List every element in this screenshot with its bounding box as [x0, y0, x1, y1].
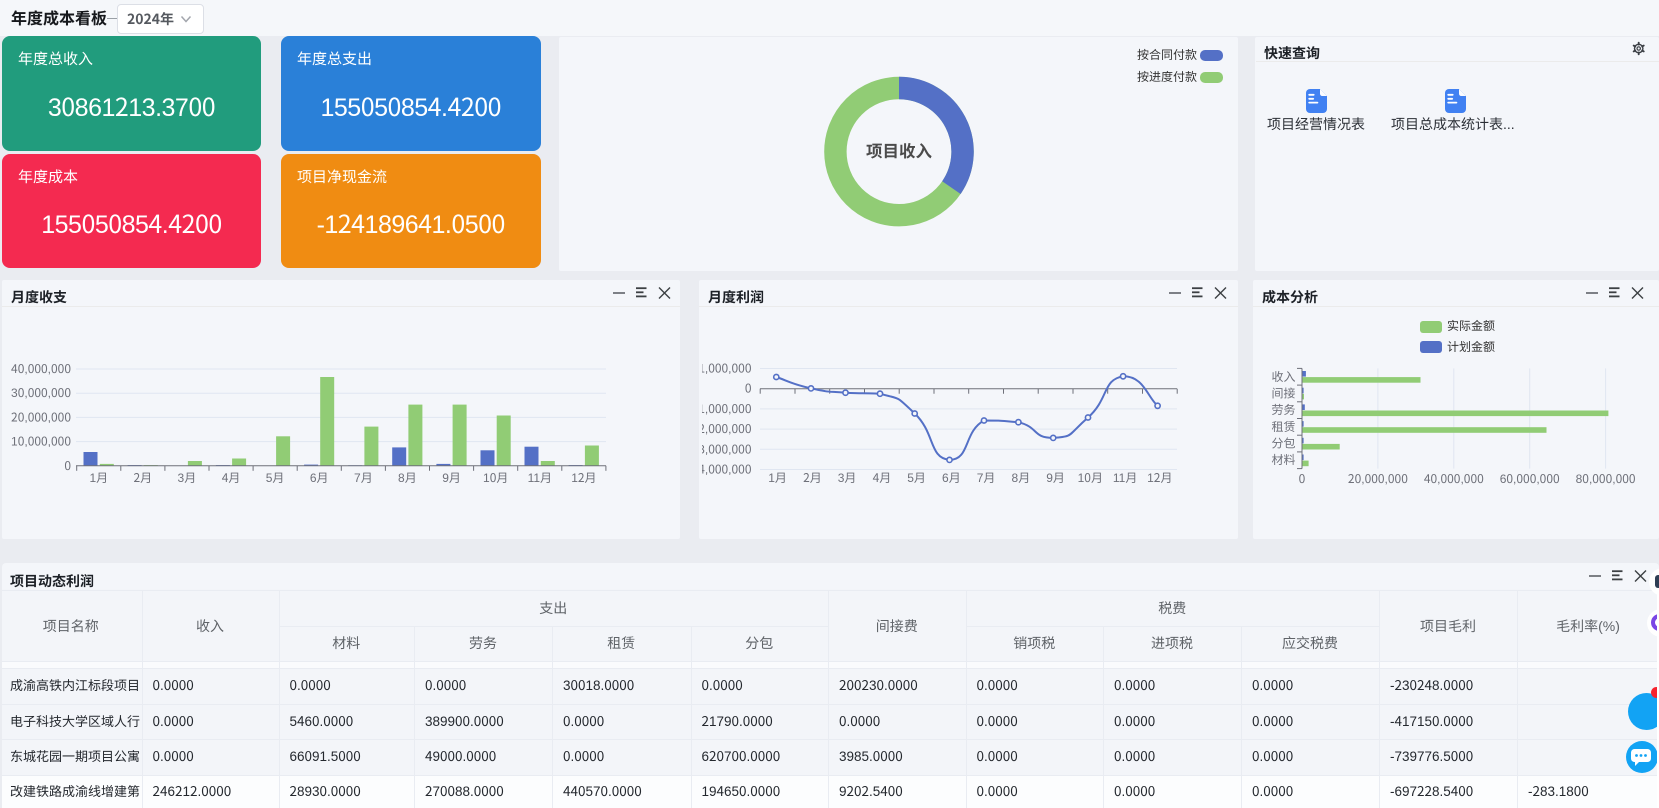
- svg-text:1,000,000: 1,000,000: [698, 362, 752, 376]
- svg-text:10月: 10月: [483, 471, 508, 485]
- svg-text:40,000,000: 40,000,000: [1424, 472, 1484, 486]
- svg-text:0: 0: [64, 459, 71, 473]
- svg-text:分包: 分包: [1271, 437, 1295, 451]
- svg-text:-4,000,000: -4,000,000: [694, 463, 752, 477]
- svg-text:8月: 8月: [398, 471, 417, 485]
- svg-text:10,000,000: 10,000,000: [11, 435, 71, 449]
- svg-text:9月: 9月: [442, 471, 461, 485]
- svg-text:8月: 8月: [1012, 471, 1031, 485]
- svg-text:30,000,000: 30,000,000: [11, 386, 71, 400]
- svg-text:80,000,000: 80,000,000: [1576, 472, 1636, 486]
- svg-text:0: 0: [745, 382, 752, 396]
- svg-text:4月: 4月: [222, 471, 241, 485]
- svg-text:6月: 6月: [310, 471, 329, 485]
- svg-text:20,000,000: 20,000,000: [11, 410, 71, 424]
- svg-text:6月: 6月: [942, 471, 961, 485]
- svg-text:2月: 2月: [133, 471, 152, 485]
- svg-text:-2,000,000: -2,000,000: [694, 422, 752, 436]
- svg-text:1月: 1月: [89, 471, 108, 485]
- svg-text:-1,000,000: -1,000,000: [694, 402, 752, 416]
- svg-text:12月: 12月: [1147, 471, 1172, 485]
- svg-text:3月: 3月: [178, 471, 197, 485]
- svg-text:40,000,000: 40,000,000: [11, 362, 71, 376]
- svg-text:5月: 5月: [907, 471, 926, 485]
- svg-text:20,000,000: 20,000,000: [1348, 472, 1408, 486]
- svg-text:1月: 1月: [768, 471, 787, 485]
- svg-text:-3,000,000: -3,000,000: [694, 442, 752, 456]
- svg-text:11月: 11月: [1113, 471, 1137, 485]
- svg-text:劳务: 劳务: [1271, 403, 1295, 417]
- svg-text:材料: 材料: [1271, 453, 1295, 467]
- svg-text:租赁: 租赁: [1271, 420, 1295, 434]
- svg-text:7月: 7月: [354, 471, 373, 485]
- svg-text:3月: 3月: [838, 471, 857, 485]
- svg-text:5月: 5月: [266, 471, 285, 485]
- svg-text:7月: 7月: [977, 471, 996, 485]
- svg-text:11月: 11月: [528, 471, 552, 485]
- svg-text:9月: 9月: [1046, 471, 1065, 485]
- svg-text:4月: 4月: [873, 471, 892, 485]
- svg-text:0: 0: [1299, 472, 1306, 486]
- svg-text:收入: 收入: [1271, 370, 1295, 384]
- svg-text:60,000,000: 60,000,000: [1500, 472, 1560, 486]
- svg-text:12月: 12月: [571, 471, 596, 485]
- svg-text:10月: 10月: [1078, 471, 1103, 485]
- svg-text:2月: 2月: [803, 471, 822, 485]
- svg-text:间接: 间接: [1271, 386, 1295, 400]
